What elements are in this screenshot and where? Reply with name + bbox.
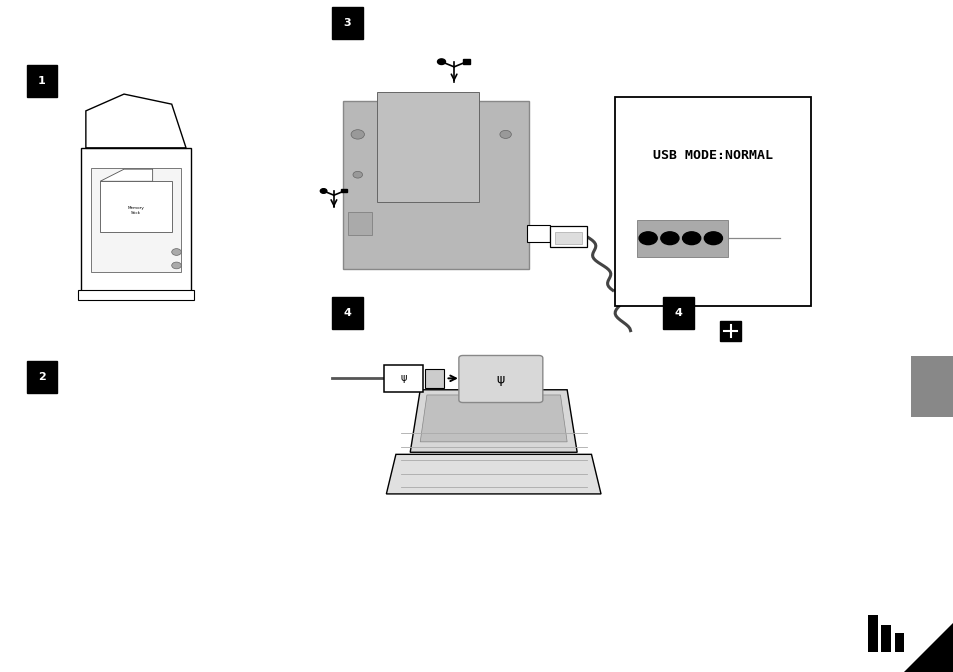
FancyBboxPatch shape xyxy=(637,220,727,257)
Circle shape xyxy=(703,232,721,245)
FancyBboxPatch shape xyxy=(78,290,193,300)
Text: 1: 1 xyxy=(38,77,46,86)
Polygon shape xyxy=(419,395,566,442)
Polygon shape xyxy=(100,169,152,181)
Text: 4: 4 xyxy=(343,308,351,318)
Circle shape xyxy=(172,262,181,269)
FancyBboxPatch shape xyxy=(458,355,542,403)
Circle shape xyxy=(660,232,679,245)
FancyBboxPatch shape xyxy=(662,297,693,329)
FancyBboxPatch shape xyxy=(462,60,470,64)
FancyBboxPatch shape xyxy=(881,625,890,652)
Circle shape xyxy=(172,249,181,255)
FancyBboxPatch shape xyxy=(341,190,347,192)
FancyBboxPatch shape xyxy=(376,93,478,202)
FancyBboxPatch shape xyxy=(615,97,810,306)
Circle shape xyxy=(320,189,327,194)
FancyBboxPatch shape xyxy=(526,225,550,242)
FancyBboxPatch shape xyxy=(550,226,586,247)
Text: ψ: ψ xyxy=(400,374,406,383)
Circle shape xyxy=(639,232,657,245)
FancyBboxPatch shape xyxy=(424,369,443,388)
FancyBboxPatch shape xyxy=(91,168,181,272)
FancyBboxPatch shape xyxy=(100,181,172,232)
Circle shape xyxy=(351,130,364,139)
Text: USB MODE:NORMAL: USB MODE:NORMAL xyxy=(653,149,772,162)
Text: ψ: ψ xyxy=(497,372,504,386)
Text: 3: 3 xyxy=(343,18,351,28)
Polygon shape xyxy=(903,622,953,672)
Polygon shape xyxy=(491,400,510,419)
FancyBboxPatch shape xyxy=(384,365,422,392)
FancyBboxPatch shape xyxy=(343,101,529,269)
FancyBboxPatch shape xyxy=(910,356,953,417)
FancyBboxPatch shape xyxy=(555,232,581,244)
Circle shape xyxy=(499,130,511,138)
FancyBboxPatch shape xyxy=(27,361,57,393)
Text: 2: 2 xyxy=(38,372,46,382)
Circle shape xyxy=(682,232,700,245)
FancyBboxPatch shape xyxy=(867,615,877,652)
FancyBboxPatch shape xyxy=(720,321,740,341)
Circle shape xyxy=(437,59,445,65)
Circle shape xyxy=(353,171,362,178)
Polygon shape xyxy=(386,454,600,494)
FancyBboxPatch shape xyxy=(332,297,362,329)
Polygon shape xyxy=(86,94,186,148)
Polygon shape xyxy=(410,390,577,452)
FancyBboxPatch shape xyxy=(348,212,372,235)
FancyBboxPatch shape xyxy=(894,633,903,652)
Text: Memory
Stick: Memory Stick xyxy=(128,206,144,215)
FancyBboxPatch shape xyxy=(81,148,191,292)
Text: 4: 4 xyxy=(674,308,681,318)
FancyBboxPatch shape xyxy=(27,65,57,97)
FancyBboxPatch shape xyxy=(332,7,362,39)
